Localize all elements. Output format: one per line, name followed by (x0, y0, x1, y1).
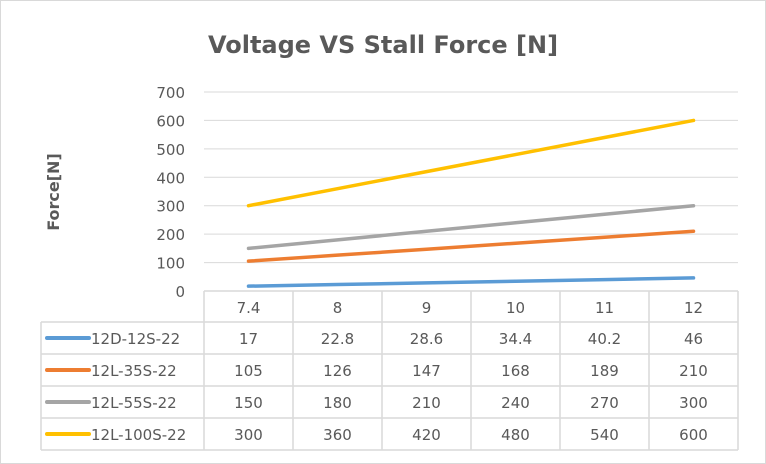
data-table-cell: 46 (684, 330, 703, 348)
data-table-cell: 105 (234, 362, 263, 380)
series-line-12L-35S-22 (246, 229, 696, 263)
series-line-12D-12S-22 (246, 276, 696, 288)
series-line-12L-100S-22 (246, 118, 696, 208)
y-tick-label: 700 (156, 84, 185, 102)
data-table-cell: 540 (590, 426, 619, 444)
data-table-cell: 600 (679, 426, 708, 444)
legend-label: 12L-100S-22 (91, 426, 186, 444)
data-table-cell: 28.6 (410, 330, 443, 348)
series-line-12L-55S-22 (246, 203, 696, 251)
data-table-cell: 168 (501, 362, 530, 380)
data-table-cell: 126 (323, 362, 352, 380)
y-tick-label: 400 (156, 169, 185, 187)
x-category-label: 11 (595, 299, 614, 317)
y-tick-label: 100 (156, 255, 185, 273)
y-tick-label: 600 (156, 112, 185, 130)
data-table-cell: 180 (323, 394, 352, 412)
data-table-cell: 480 (501, 426, 530, 444)
data-table-cell: 360 (323, 426, 352, 444)
data-table-cell: 300 (234, 426, 263, 444)
data-table-cell: 270 (590, 394, 619, 412)
data-table-cell: 40.2 (588, 330, 621, 348)
chart-title: Voltage VS Stall Force [N] (208, 31, 558, 59)
y-tick-label: 300 (156, 198, 185, 216)
data-table-cell: 147 (412, 362, 441, 380)
data-table-cell: 22.8 (321, 330, 354, 348)
y-axis-label: Force[N] (44, 153, 63, 231)
legend-label: 12D-12S-22 (91, 330, 180, 348)
data-table-cell: 210 (679, 362, 708, 380)
y-tick-label: 500 (156, 141, 185, 159)
x-category-label: 7.4 (237, 299, 261, 317)
data-table-cell: 34.4 (499, 330, 532, 348)
y-tick-label: 200 (156, 226, 185, 244)
data-table-cell: 300 (679, 394, 708, 412)
y-tick-label: 0 (175, 283, 185, 301)
x-category-label: 8 (333, 299, 343, 317)
x-category-label: 12 (684, 299, 703, 317)
legend-label: 12L-55S-22 (91, 394, 177, 412)
data-table-cell: 240 (501, 394, 530, 412)
data-table-cell: 420 (412, 426, 441, 444)
data-table-cell: 17 (239, 330, 258, 348)
data-table-cell: 189 (590, 362, 619, 380)
x-category-label: 9 (422, 299, 432, 317)
x-category-label: 10 (506, 299, 525, 317)
legend-label: 12L-35S-22 (91, 362, 177, 380)
data-table-cell: 210 (412, 394, 441, 412)
data-table-cell: 150 (234, 394, 263, 412)
